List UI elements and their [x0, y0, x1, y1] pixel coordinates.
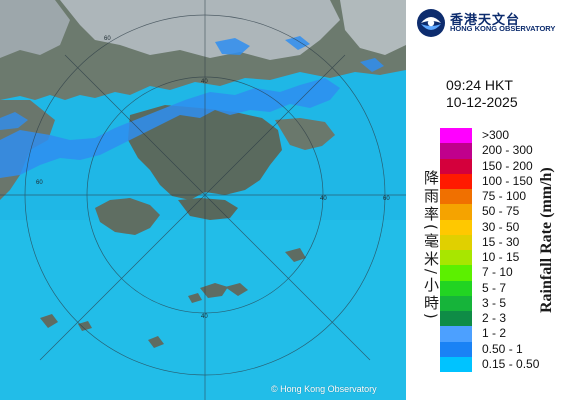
legend-swatch: [440, 128, 472, 144]
legend-swatch: [440, 234, 472, 250]
legend-swatch: [440, 295, 472, 311]
legend-label: 0.50 - 1: [482, 341, 523, 356]
radar-echo-west: [0, 112, 28, 130]
legend-item: 100 - 150: [440, 173, 546, 189]
timestamp-date: 10-12-2025: [446, 94, 518, 110]
island-south-5: [285, 248, 306, 262]
island-west-2: [78, 321, 92, 331]
sea-south: [0, 220, 406, 400]
hk-island: [178, 198, 238, 220]
legend-label: 15 - 30: [482, 234, 520, 249]
range-rings: [0, 0, 406, 400]
legend-item: 7 - 10: [440, 265, 546, 281]
radar-echo-band: [0, 78, 340, 178]
legend-swatch: [440, 341, 472, 357]
cloud-north: [60, 0, 340, 60]
legend-swatch: [440, 219, 472, 235]
legend-item: 1 - 2: [440, 326, 546, 342]
legend-label: 30 - 50: [482, 219, 520, 234]
legend-item: 2 - 3: [440, 311, 546, 327]
legend-label: 10 - 15: [482, 250, 520, 264]
legend-item: 3 - 5: [440, 295, 546, 311]
copyright-text: © Hong Kong Observatory: [271, 384, 377, 394]
legend-item: 50 - 75: [440, 204, 546, 220]
legend-item: 10 - 15: [440, 250, 546, 266]
legend-title-en: Rainfall Rate (mm/h): [538, 167, 555, 313]
legend-swatch: [440, 173, 472, 189]
legend-label: 5 - 7: [482, 280, 507, 295]
legend-label: 0.15 - 0.50: [482, 356, 540, 371]
legend-swatch: [440, 356, 472, 372]
radar-map: 60 60 60 40 40 40 © Hong Kong Observator…: [0, 0, 406, 400]
legend-swatch: [440, 158, 472, 174]
east-peninsula: [275, 118, 335, 150]
legend-swatch: [440, 143, 472, 159]
legend-label: 2 - 3: [482, 311, 507, 325]
radar-echo-north-2: [285, 36, 310, 50]
legend-item: 150 - 200: [440, 158, 546, 174]
lantau-island: [95, 198, 160, 235]
legend-panel: 香港天文台 HONG KONG OBSERVATORY 09:24 HKT 10…: [406, 0, 577, 400]
cloud-west: [0, 0, 70, 58]
legend-item: 75 - 100: [440, 189, 546, 205]
bearing-line-sw: [39, 194, 206, 361]
org-name-en: HONG KONG OBSERVATORY: [450, 24, 556, 33]
legend-label: 1 - 2: [482, 326, 507, 341]
org-name-zh: 香港天文台: [450, 13, 521, 28]
legend-label: 150 - 200: [482, 158, 533, 173]
legend-label: 200 - 300: [482, 143, 533, 158]
legend-item: 15 - 30: [440, 234, 546, 250]
legend-label: >300: [482, 128, 510, 142]
ring-label-4: 40: [320, 196, 327, 202]
rainfall-legend: >300 200 - 300 150 - 200 100 - 150 75 - 100 5…: [440, 128, 546, 372]
radar-echo-north: [215, 38, 250, 55]
legend-item: 200 - 300: [440, 143, 546, 159]
island-south-3: [188, 293, 202, 303]
legend-swatch: [440, 311, 472, 327]
bearing-line-ne: [204, 54, 346, 196]
legend-item: >300: [440, 128, 546, 144]
legend-item: 30 - 50: [440, 219, 546, 235]
legend-item: 0.50 - 1: [440, 341, 546, 357]
legend-swatch: [440, 280, 472, 296]
legend-label: 75 - 100: [482, 189, 527, 203]
island-west-1: [40, 314, 58, 328]
legend-swatch: [440, 250, 472, 266]
bearing-line-nw: [64, 54, 206, 196]
ring-label-5: 40: [201, 79, 208, 85]
legend-item: 5 - 7: [440, 280, 546, 296]
legend-label: 7 - 10: [482, 265, 513, 280]
legend-swatch: [440, 204, 472, 220]
ring-label-2: 60: [383, 196, 390, 202]
island-south-4: [148, 336, 164, 348]
lamma-island: [200, 283, 228, 298]
legend-swatch: [440, 265, 472, 281]
legend-swatch: [440, 189, 472, 205]
island-south-2: [225, 283, 248, 296]
cloud-east: [340, 0, 406, 55]
timestamp-time: 09:24 HKT: [446, 77, 513, 93]
legend-label: 50 - 75: [482, 204, 520, 219]
bearing-line-se: [204, 194, 371, 361]
legend-title-zh: 降雨率(毫米/小時): [422, 170, 440, 322]
ring-label-6: 40: [201, 314, 208, 320]
legend-swatch: [440, 326, 472, 342]
radar-map-canvas: 60 60 60 40 40 40: [0, 0, 406, 400]
ring-label-1: 60: [104, 36, 111, 42]
legend-item: 0.15 - 0.50: [440, 356, 546, 372]
ring-label-3: 60: [36, 180, 43, 186]
hko-logo-icon: [417, 9, 445, 37]
radar-echo-ne: [360, 58, 384, 72]
legend-label: 100 - 150: [482, 173, 533, 188]
legend-label: 3 - 5: [482, 295, 507, 310]
